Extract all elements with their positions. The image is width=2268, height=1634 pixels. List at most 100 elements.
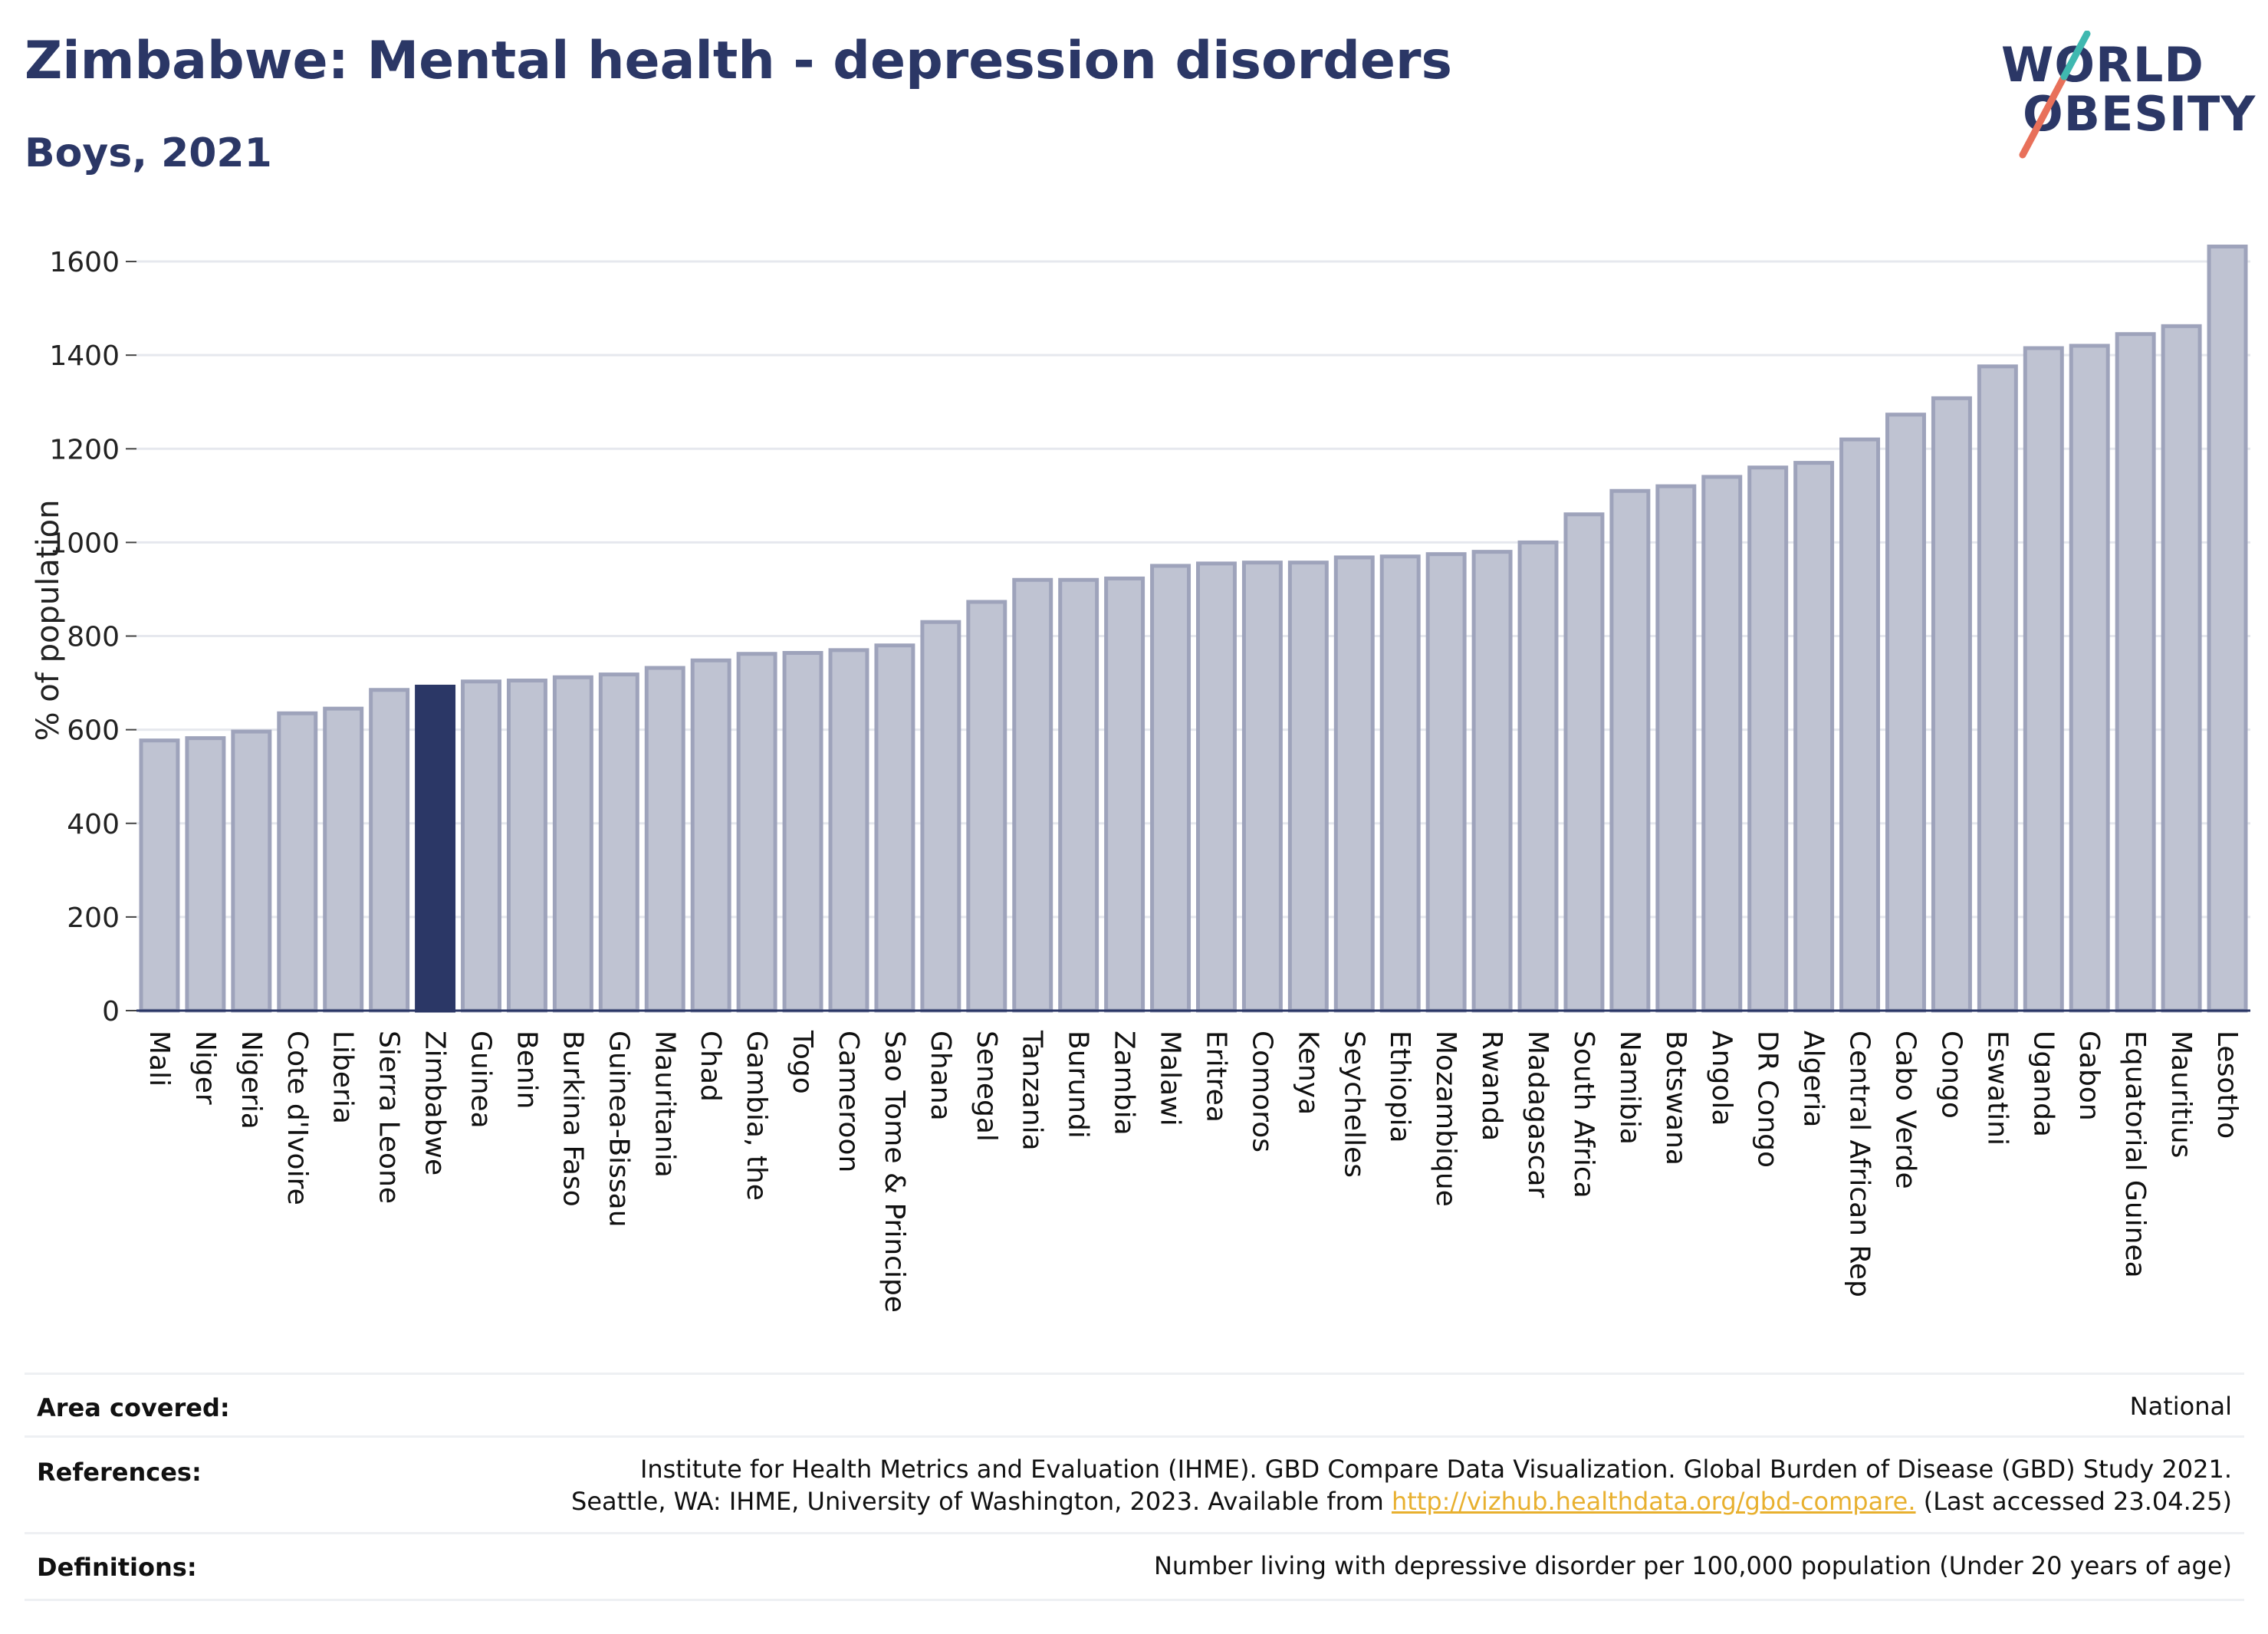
references-line-2-pre: Seattle, WA: IHME, University of Washing… [571, 1487, 1392, 1516]
x-category-label: Algeria [1798, 1031, 1829, 1128]
references-line-1: Institute for Health Metrics and Evaluat… [639, 1455, 2232, 1484]
bar [1333, 555, 1375, 1013]
x-axis-labels: Mali Niger Nigeria Cote d'Ivoire Liberia Sier… [143, 1030, 2243, 1313]
y-tick-label: 1400 [49, 340, 120, 372]
x-category-label: Madagascar [1522, 1031, 1553, 1198]
bar [185, 736, 226, 1013]
bar [920, 620, 961, 1013]
x-category-label: Eswatini [1981, 1031, 2013, 1146]
bar [1425, 552, 1467, 1013]
x-category-label: Kenya [1292, 1031, 1323, 1115]
x-category-label: Guinea-Bissau [603, 1031, 634, 1228]
bar [139, 738, 180, 1013]
logo-line-1: WORLD [2001, 37, 2204, 93]
x-category-label: Congo [1935, 1031, 1967, 1119]
area-covered-row: Area covered: National [25, 1373, 2244, 1438]
x-category-label: South Africa [1568, 1031, 1599, 1198]
x-category-label: Mali [143, 1031, 175, 1087]
bar [782, 651, 823, 1013]
bar [1609, 488, 1651, 1013]
x-category-label: Uganda [2027, 1031, 2059, 1137]
bar [1104, 576, 1146, 1013]
bar [1977, 364, 2018, 1013]
bar [1195, 561, 1237, 1013]
references-line-2-post: (Last accessed 23.04.25) [1915, 1487, 2232, 1516]
bar [1012, 577, 1053, 1013]
x-category-label: Namibia [1614, 1031, 1645, 1145]
logo-slash-icon [2019, 31, 2091, 159]
references-label: References: [37, 1458, 202, 1487]
x-category-label: Chad [695, 1031, 726, 1102]
bar [966, 600, 1007, 1013]
x-category-label: Comoros [1246, 1031, 1277, 1152]
bar [2069, 344, 2110, 1013]
x-category-label: Cabo Verde [1889, 1031, 1921, 1189]
y-axis-label: % of population [31, 500, 66, 741]
bar [1150, 564, 1192, 1013]
y-tick-label: 1600 [49, 247, 120, 278]
x-category-label: Eritrea [1200, 1031, 1231, 1123]
references-value: Institute for Health Metrics and Evaluat… [571, 1453, 2232, 1517]
y-axis-ticks: 0 200 400 600 800 1000 1200 1400 1600 [49, 247, 136, 1027]
bar [461, 679, 501, 1013]
definitions-label: Definitions: [37, 1553, 197, 1582]
x-category-label: Senegal [971, 1031, 1002, 1142]
bar [736, 652, 777, 1013]
area-covered-value: National [2129, 1392, 2232, 1421]
bar [1241, 561, 1283, 1013]
x-category-label: Botswana [1660, 1031, 1691, 1165]
world-obesity-logo: WORLD OBESITY [2001, 31, 2255, 165]
x-category-label: Ghana [925, 1031, 956, 1121]
bar-chart: 0 200 400 600 800 1000 1200 1400 1600 Mali Niger N… [31, 245, 2250, 1313]
bar [1287, 561, 1329, 1013]
x-category-label: Lesotho [2211, 1031, 2243, 1139]
x-category-label: Tanzania [1017, 1030, 1048, 1151]
x-category-label: Liberia [327, 1031, 359, 1124]
bar [1655, 484, 1697, 1013]
x-category-label: Zimbabwe [419, 1031, 451, 1175]
bar [1517, 540, 1559, 1013]
x-category-label: Gabon [2073, 1031, 2105, 1121]
x-category-label: Zambia [1109, 1031, 1140, 1136]
bar [2161, 324, 2202, 1013]
x-category-label: Guinea [465, 1031, 497, 1129]
y-tick-label: 200 [67, 902, 120, 934]
x-category-label: Malawi [1155, 1031, 1186, 1126]
bar [1839, 437, 1881, 1013]
x-category-label: DR Congo [1752, 1031, 1783, 1168]
x-category-label: Central African Rep [1844, 1031, 1875, 1297]
x-category-label: Seychelles [1338, 1031, 1369, 1178]
x-category-label: Angola [1706, 1031, 1737, 1126]
x-category-label: Gambia, the [741, 1031, 772, 1201]
bar [369, 688, 410, 1013]
bar [1885, 413, 1926, 1013]
x-category-label: Benin [511, 1031, 542, 1109]
bar [506, 679, 547, 1013]
x-category-label: Cameroon [833, 1031, 864, 1172]
y-tick-label: 1200 [49, 434, 120, 465]
bar [1793, 461, 1835, 1013]
definitions-value: Number living with depressive disorder p… [1153, 1551, 2232, 1580]
x-category-label: Mauritius [2165, 1031, 2197, 1158]
bar [828, 648, 869, 1013]
x-category-label: Cote d'Ivoire [281, 1031, 313, 1205]
bar [1931, 396, 1972, 1013]
bar [1747, 465, 1789, 1013]
y-tick-label: 600 [67, 715, 120, 747]
chart-subtitle: Boys, 2021 [25, 130, 272, 176]
y-tick-label: 0 [102, 996, 120, 1027]
x-category-label: Rwanda [1476, 1031, 1507, 1141]
bar [644, 666, 685, 1013]
references-link[interactable]: http://vizhub.healthdata.org/gbd-compare… [1391, 1487, 1916, 1516]
bar [2115, 332, 2156, 1013]
references-row: References: Institute for Health Metrics… [25, 1435, 2244, 1534]
y-tick-label: 1000 [49, 528, 120, 559]
x-category-label: Equatorial Guinea [2119, 1031, 2151, 1278]
bar [1471, 550, 1513, 1013]
y-tick-label: 400 [67, 809, 120, 840]
y-tick-label: 800 [67, 622, 120, 653]
definitions-row: Definitions: Number living with depressi… [25, 1532, 2244, 1601]
x-category-label: Togo [787, 1030, 818, 1094]
x-category-label: Sao Tome & Principe [879, 1031, 910, 1313]
bar [874, 643, 915, 1013]
